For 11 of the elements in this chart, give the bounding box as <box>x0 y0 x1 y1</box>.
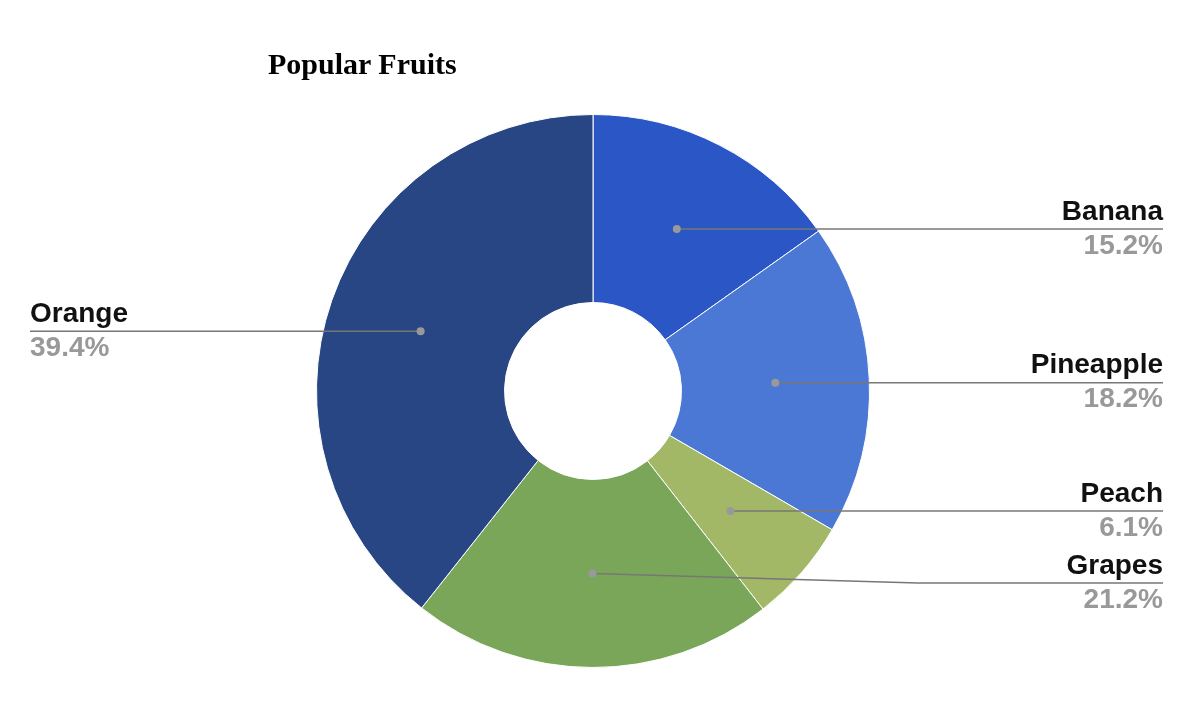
data-label: 6.1% <box>1099 510 1164 542</box>
data-label: 18.2% <box>1083 382 1164 414</box>
slice-label: Peach <box>1080 476 1163 508</box>
slice-label: Grapes <box>1066 548 1163 580</box>
data-label: 39.4% <box>30 330 110 362</box>
slice-label: Orange <box>30 296 129 328</box>
slice-label: Pineapple <box>1030 348 1163 380</box>
data-label: 15.2% <box>1083 228 1164 260</box>
slice-label: Banana <box>1061 194 1164 226</box>
chart-title: Popular Fruits <box>268 46 457 80</box>
data-label: 21.2% <box>1083 582 1164 614</box>
